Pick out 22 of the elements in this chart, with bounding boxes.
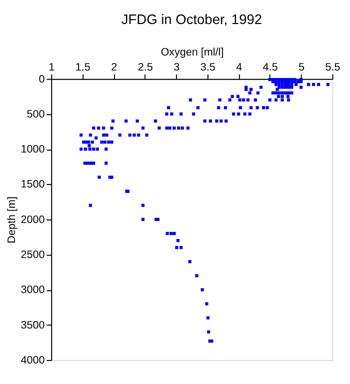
y-tick-label: 0	[38, 73, 45, 86]
x-tick-label: 5	[298, 61, 305, 74]
y-tick-label: 2000	[20, 214, 45, 226]
x-tick-label: 4	[236, 61, 242, 74]
x-axis-title: Oxygen [ml/l]	[160, 46, 224, 59]
x-tick-label: 2.5	[138, 61, 153, 74]
y-axis-title: Depth [m]	[6, 196, 18, 244]
x-tick-label: 2	[111, 61, 118, 74]
x-tick-label: 1.5	[75, 61, 90, 74]
y-tick-label: 500	[26, 108, 45, 120]
x-tick-label: 3	[174, 61, 180, 74]
y-tick-label: 2500	[20, 249, 45, 262]
x-tick-label: 1	[48, 61, 55, 74]
chart-title: JFDG in October, 1992	[121, 12, 262, 27]
x-tick-label: 5.5	[325, 61, 340, 74]
y-tick-label: 4000	[20, 354, 45, 366]
y-tick-label: 3000	[20, 284, 45, 296]
x-tick-label: 4.5	[262, 61, 278, 74]
y-tick-label: 3500	[20, 319, 45, 332]
y-tick-label: 1500	[20, 178, 45, 191]
y-tick-label: 1000	[20, 144, 45, 156]
x-tick-label: 3.5	[200, 61, 216, 74]
